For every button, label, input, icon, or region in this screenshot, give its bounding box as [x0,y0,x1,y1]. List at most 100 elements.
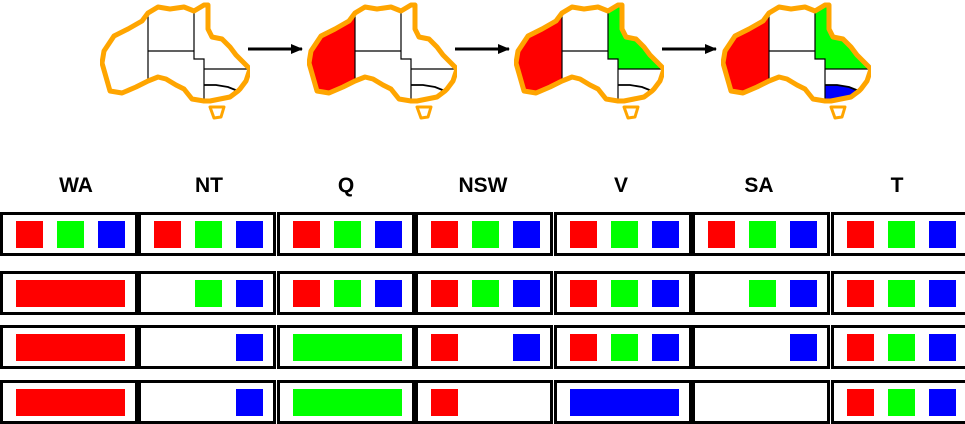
domain-cell-v [554,325,692,369]
domain-cell-wa [0,271,138,315]
domain-value-red [847,389,874,416]
domain-value-red [431,389,458,416]
domain-value-blue [236,280,263,307]
domain-value-green [334,221,361,248]
column-header-q: Q [337,174,355,197]
assigned-value-blue [570,389,679,416]
domain-row-4 [0,380,965,424]
domain-cell-wa [0,325,138,369]
domain-cell-q [277,325,415,369]
domain-value-blue [929,389,956,416]
australia-map-1 [100,2,250,120]
domain-value-red [847,334,874,361]
domain-value-red [847,280,874,307]
domain-cell-wa [0,212,138,256]
region-sa [562,51,618,101]
australia-map-3 [514,2,664,120]
domain-cell-sa [692,212,830,256]
domain-cell-sa [692,325,830,369]
domain-value-blue [513,221,540,248]
domain-value-blue [375,221,402,248]
domain-value-blue [236,389,263,416]
region-nsw [618,69,664,91]
region-nt [769,7,815,51]
domain-cell-t [831,271,965,315]
domain-value-green [888,389,915,416]
domain-value-red [570,280,597,307]
domain-value-green [888,221,915,248]
domain-value-blue [236,221,263,248]
domain-value-green [749,280,776,307]
domain-value-red [847,221,874,248]
domain-value-green [57,221,84,248]
domain-value-blue [375,280,402,307]
domain-value-blue [790,280,817,307]
domain-cell-wa [0,380,138,424]
domain-value-green [749,221,776,248]
domain-value-green [611,280,638,307]
domain-value-red [431,334,458,361]
domain-cell-nsw [415,325,553,369]
domain-value-red [570,221,597,248]
region-sa [355,51,411,101]
domain-cell-t [831,325,965,369]
region-nt [562,7,608,51]
region-wa [723,13,769,93]
domain-cell-v [554,271,692,315]
column-header-v: V [613,174,628,197]
domain-value-green [611,334,638,361]
domain-value-red [431,280,458,307]
domain-cell-t [831,380,965,424]
column-header-t: T [890,174,904,197]
domain-value-green [472,280,499,307]
domain-row-1 [0,212,965,256]
domain-value-red [708,221,735,248]
region-nt [355,7,401,51]
domain-value-green [195,221,222,248]
domain-value-blue [929,221,956,248]
domain-value-green [611,221,638,248]
domain-value-red [431,221,458,248]
domain-cell-t [831,212,965,256]
domain-value-red [16,221,43,248]
region-wa [102,13,148,93]
region-wa [309,13,355,93]
domain-value-blue [790,221,817,248]
domain-cell-q [277,380,415,424]
domain-cell-q [277,212,415,256]
domain-cell-q [277,271,415,315]
domain-value-green [888,280,915,307]
region-nt [148,7,194,51]
domain-value-green [334,280,361,307]
domain-value-blue [98,221,125,248]
region-sa [769,51,825,101]
column-header-sa: SA [744,174,774,197]
domain-row-3 [0,325,965,369]
domain-cell-v [554,212,692,256]
domain-value-blue [790,334,817,361]
region-nsw [204,69,250,91]
domain-value-blue [929,334,956,361]
assigned-value-green [293,334,402,361]
domain-value-red [154,221,181,248]
map-sequence [100,2,871,120]
domain-cell-sa [692,271,830,315]
domain-value-blue [652,221,679,248]
domain-value-green [195,280,222,307]
domain-cell-nsw [415,212,553,256]
column-header-nsw: NSW [458,174,508,197]
domain-value-red [293,280,320,307]
region-wa [516,13,562,93]
domain-value-red [570,334,597,361]
column-header-wa: WA [59,174,93,197]
domain-value-blue [513,334,540,361]
domain-cell-nt [138,325,276,369]
australia-map-4 [721,2,871,120]
region-nsw [411,69,457,91]
domain-value-blue [236,334,263,361]
domain-value-red [293,221,320,248]
region-sa [148,51,204,101]
domain-cell-sa [692,380,830,424]
domain-cell-nt [138,271,276,315]
domain-value-blue [929,280,956,307]
